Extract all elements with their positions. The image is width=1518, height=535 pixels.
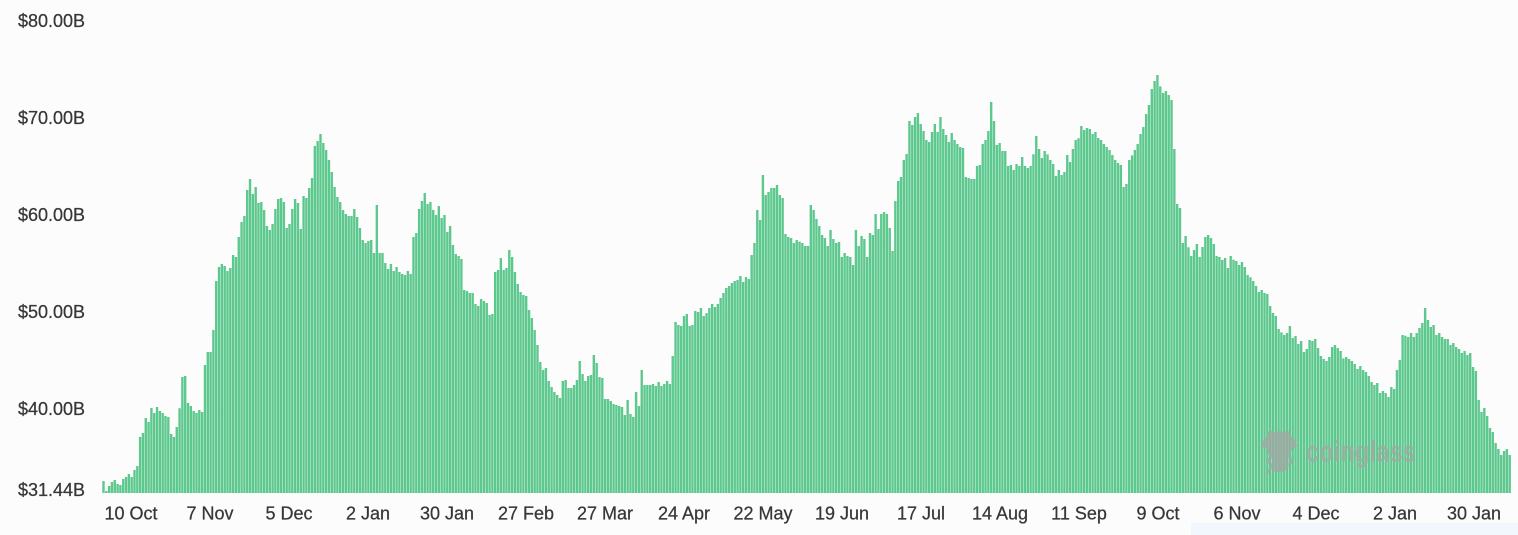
svg-text:19 Jun: 19 Jun (815, 504, 869, 524)
svg-text:6 Nov: 6 Nov (1213, 504, 1260, 524)
svg-text:9 Oct: 9 Oct (1136, 504, 1179, 524)
svg-text:17 Jul: 17 Jul (897, 504, 945, 524)
svg-text:coinglass: coinglass (1306, 435, 1416, 469)
svg-text:5 Dec: 5 Dec (265, 504, 312, 524)
svg-text:$60.00B: $60.00B (18, 205, 85, 225)
svg-text:2 Jan: 2 Jan (1373, 504, 1417, 524)
svg-text:10 Oct: 10 Oct (104, 504, 157, 524)
svg-text:27 Feb: 27 Feb (498, 504, 554, 524)
svg-text:27 Mar: 27 Mar (577, 504, 633, 524)
svg-text:11 Sep: 11 Sep (1051, 504, 1107, 524)
svg-text:$50.00B: $50.00B (18, 302, 85, 322)
svg-text:14 Aug: 14 Aug (972, 504, 1028, 524)
svg-text:$40.00B: $40.00B (18, 399, 85, 419)
svg-text:$80.00B: $80.00B (18, 11, 85, 31)
svg-text:$70.00B: $70.00B (18, 108, 85, 128)
svg-text:$31.44B: $31.44B (18, 480, 85, 500)
svg-text:30 Jan: 30 Jan (1447, 504, 1501, 524)
svg-text:22 May: 22 May (733, 504, 792, 524)
svg-text:2 Jan: 2 Jan (346, 504, 390, 524)
svg-text:24 Apr: 24 Apr (658, 504, 710, 524)
svg-text:7 Nov: 7 Nov (186, 504, 233, 524)
svg-text:4 Dec: 4 Dec (1292, 504, 1339, 524)
svg-text:30 Jan: 30 Jan (420, 504, 474, 524)
